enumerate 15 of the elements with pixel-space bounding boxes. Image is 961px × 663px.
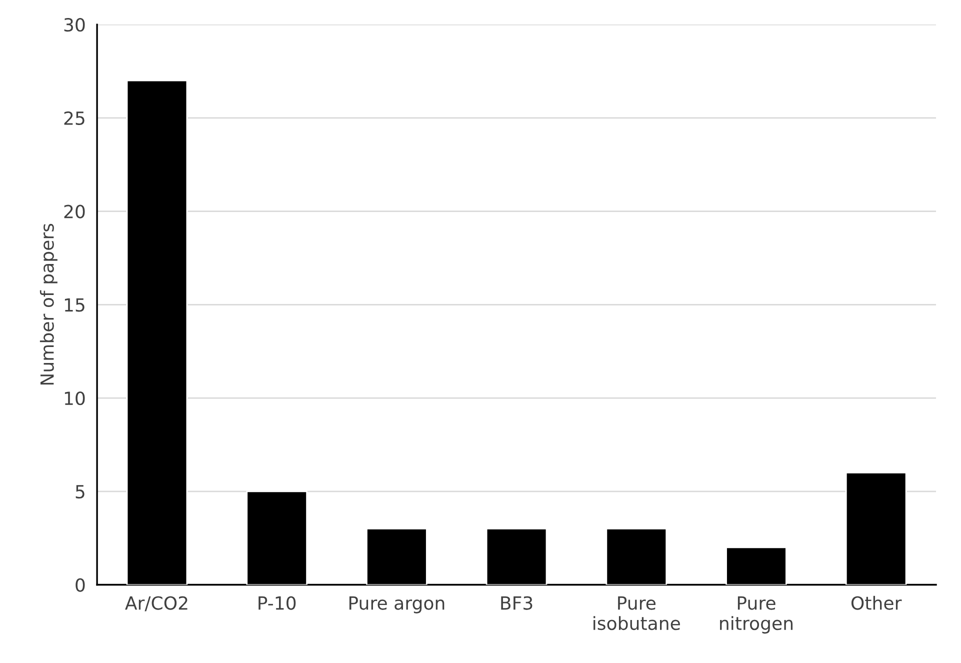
y-tick-label: 25 — [64, 111, 84, 126]
y-tick-label: 20 — [64, 204, 85, 218]
x-tick-label: Pure isobutane — [594, 596, 680, 630]
y-tick-label: 10 — [64, 391, 85, 406]
y-tick-label: 15 — [64, 298, 84, 312]
x-tick-label: BF3 — [501, 596, 532, 610]
x-tick-label: Pure nitrogen — [720, 596, 793, 634]
y-tick-label: 30 — [64, 18, 85, 32]
x-tick-label: Ar/CO2 — [125, 596, 188, 612]
x-tick-label: Pure argon — [349, 596, 444, 614]
y-tick-label: 0 — [76, 578, 85, 592]
y-tick-label: 5 — [76, 485, 84, 499]
y-axis-title: Number of papers — [40, 224, 58, 385]
x-tick-label: Other — [851, 596, 902, 610]
x-tick-label: P-10 — [258, 596, 296, 610]
